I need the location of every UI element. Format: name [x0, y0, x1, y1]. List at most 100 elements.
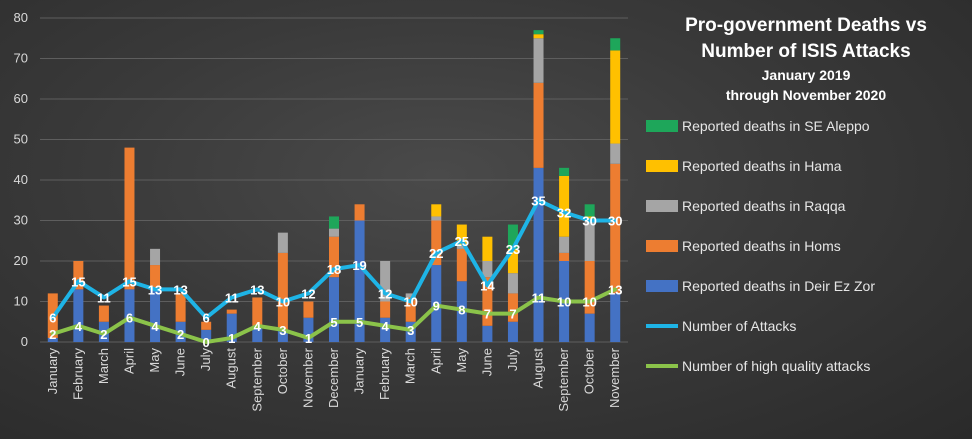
data-label: 23: [506, 242, 520, 257]
bar-segment: [533, 38, 544, 83]
bar-segment: [482, 261, 493, 278]
data-label: 8: [458, 303, 465, 318]
bar-segment: [405, 293, 416, 298]
y-tick-label: 0: [21, 334, 28, 349]
bar-segment: [559, 167, 570, 176]
y-tick-label: 70: [14, 51, 28, 66]
data-label: 10: [582, 295, 596, 310]
bar-segment: [175, 293, 186, 322]
data-label: 6: [49, 311, 56, 326]
bar-segment: [533, 30, 544, 35]
data-label: 1: [228, 331, 235, 346]
x-tick-label: September: [556, 347, 571, 411]
bar-segment: [431, 216, 442, 221]
data-label: 3: [407, 323, 414, 338]
legend-label: Number of Attacks: [682, 318, 796, 334]
x-tick-label: November: [607, 347, 622, 408]
bar-segment: [329, 236, 339, 278]
data-label: 10: [403, 295, 417, 310]
legend-label: Reported deaths in Raqqa: [682, 198, 846, 214]
bar-segment: [277, 232, 288, 253]
y-tick-label: 60: [14, 91, 28, 106]
data-label: 35: [531, 193, 545, 208]
data-label: 10: [557, 295, 571, 310]
legend-label: Reported deaths in Hama: [682, 158, 842, 174]
x-tick-label: August: [531, 348, 546, 389]
x-tick-label: June: [479, 348, 494, 376]
bar-segment: [329, 277, 339, 342]
legend-label: Reported deaths in SE Aleppo: [682, 118, 870, 134]
data-label: 1: [305, 331, 312, 346]
data-label: 11: [97, 290, 111, 305]
x-tick-label: February: [70, 348, 85, 401]
data-label: 19: [352, 258, 366, 273]
x-tick-label: July: [505, 348, 520, 372]
data-label: 5: [356, 315, 363, 330]
bar-segment: [150, 248, 161, 266]
bar-segment: [482, 277, 493, 326]
bar-segment: [431, 204, 442, 217]
legend: Reported deaths in SE Aleppo Reported dea…: [646, 118, 875, 374]
bar-segment: [303, 317, 314, 342]
data-label: 14: [480, 278, 495, 293]
bar-segment: [610, 163, 621, 294]
x-tick-label: March: [96, 348, 111, 384]
data-label: 7: [484, 307, 491, 322]
subtitle-line-1: January 2019: [762, 67, 851, 83]
bar-segment: [431, 265, 442, 342]
bar-segment: [277, 252, 288, 330]
data-label: 11: [532, 290, 546, 305]
bar-segment: [150, 289, 161, 342]
bar-segment: [354, 204, 365, 221]
x-tick-label: May: [454, 348, 469, 373]
gridlines: [40, 17, 628, 343]
bar-segment: [533, 167, 544, 342]
bar-segment: [533, 82, 544, 168]
bar-segment: [610, 143, 621, 164]
data-label: 25: [455, 234, 469, 249]
x-tick-label: August: [224, 348, 239, 389]
data-label: 3: [279, 323, 286, 338]
bar-segment: [584, 313, 595, 342]
bar-segment: [610, 38, 621, 51]
x-tick-label: May: [147, 348, 162, 373]
bar-segment: [252, 297, 263, 326]
data-label: 6: [126, 311, 133, 326]
bar-segment: [533, 34, 544, 39]
bar-segment: [456, 244, 467, 249]
bar-segment: [226, 309, 237, 314]
bar-segment: [456, 248, 467, 282]
bar-segment: [507, 224, 518, 249]
x-tick-label: October: [582, 347, 597, 394]
data-label: 5: [330, 315, 337, 330]
y-axis: 0 10 20 30 40 50 60 70 80: [14, 10, 28, 349]
series-line: [50, 287, 618, 344]
data-label: 9: [433, 299, 440, 314]
legend-label: Reported deaths in Deir Ez Zor: [682, 278, 875, 294]
data-label: 12: [378, 286, 392, 301]
legend-swatch: [646, 120, 678, 132]
bar-segment: [507, 248, 518, 274]
bar-segment: [610, 50, 621, 144]
bar-segment: [354, 220, 365, 342]
y-tick-label: 20: [14, 253, 28, 268]
subtitle-line-2: through November 2020: [726, 87, 886, 103]
bar-segment: [150, 265, 161, 290]
data-label: 4: [254, 319, 262, 334]
bar-segment: [201, 321, 212, 330]
bar-segment: [431, 220, 442, 266]
bar-segment: [507, 273, 518, 294]
legend-swatch: [646, 240, 678, 252]
bar-segment: [73, 261, 84, 290]
data-label: 18: [327, 262, 341, 277]
bar-segment: [559, 252, 570, 261]
legend-swatch: [646, 200, 678, 212]
chart-title: Pro-government Deaths vs Number of ISIS …: [685, 15, 927, 103]
bar-segment: [507, 293, 518, 322]
x-tick-label: November: [300, 347, 315, 408]
y-tick-label: 40: [14, 172, 28, 187]
legend-label: Number of high quality attacks: [682, 358, 870, 374]
bar-segment: [380, 261, 391, 302]
x-axis: January February March April May June July Augu…: [45, 347, 622, 411]
